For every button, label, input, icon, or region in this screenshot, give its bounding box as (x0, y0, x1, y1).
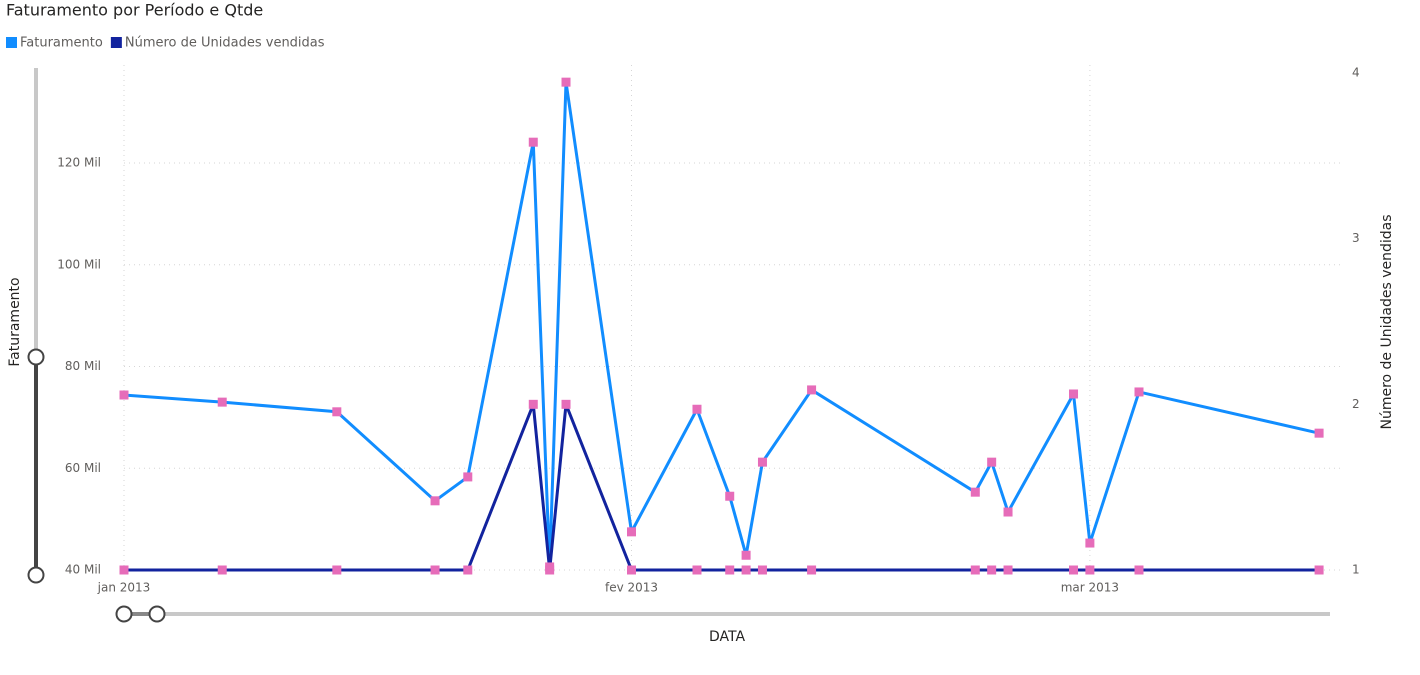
point-marker (725, 565, 735, 575)
point-marker (757, 457, 767, 467)
y-tick-label: 40 Mil (65, 563, 101, 577)
slider-handle[interactable] (27, 566, 45, 584)
point-marker (1134, 565, 1144, 575)
y-tick-label: 120 Mil (57, 156, 101, 170)
point-marker (463, 472, 473, 482)
point-marker (627, 565, 636, 575)
point-marker (1085, 538, 1095, 548)
point-marker (692, 565, 702, 575)
y2-tick-label: 4 (1352, 66, 1360, 80)
y-tick-label: 80 Mil (65, 359, 101, 373)
point-marker (741, 550, 751, 560)
x-axis-title: DATA (709, 629, 745, 645)
point-marker (970, 565, 980, 575)
y2-axis-title: Número de Unidades vendidas (1379, 214, 1395, 429)
slider-handle[interactable] (115, 605, 133, 623)
point-marker (463, 565, 473, 575)
y2-tick-label: 1 (1352, 563, 1360, 577)
series-line (124, 402, 1320, 572)
y-slider[interactable] (27, 68, 45, 584)
x-tick-label: jan 2013 (97, 581, 151, 595)
point-marker (1069, 565, 1079, 575)
legend-swatch (110, 37, 122, 48)
slider-handle[interactable] (27, 348, 45, 366)
point-marker (970, 487, 980, 497)
point-marker (217, 397, 227, 407)
point-marker (119, 390, 129, 400)
point-marker (1134, 387, 1144, 397)
x-tick-label: fev 2013 (605, 581, 658, 595)
point-marker (1003, 507, 1013, 517)
legend-swatch (6, 37, 17, 48)
point-marker (692, 404, 702, 414)
point-marker (217, 565, 227, 575)
point-marker (987, 565, 997, 575)
y2-tick-label: 2 (1352, 397, 1360, 411)
point-marker (545, 565, 555, 575)
y-tick-label: 100 Mil (57, 257, 101, 271)
y-tick-label: 60 Mil (65, 461, 101, 475)
point-marker (627, 527, 636, 537)
series-line (123, 80, 1320, 569)
legend-label: Faturamento (20, 36, 103, 51)
point-marker (741, 565, 751, 575)
point-marker (528, 399, 538, 409)
x-slider[interactable] (115, 605, 1331, 623)
point-marker (561, 399, 571, 409)
point-marker (807, 565, 817, 575)
point-marker (725, 491, 735, 501)
point-marker (119, 565, 129, 575)
point-marker (430, 496, 440, 506)
slider-handle[interactable] (148, 605, 166, 623)
point-marker (561, 77, 571, 87)
legend-label: Número de Unidades vendidas (125, 36, 325, 51)
x-tick-label: mar 2013 (1061, 581, 1119, 595)
point-marker (1069, 389, 1079, 399)
point-marker (332, 565, 342, 575)
chart-title: Faturamento por Período e Qtde (6, 1, 263, 20)
point-marker (528, 137, 538, 147)
point-marker (1314, 428, 1324, 438)
point-marker (1003, 565, 1013, 575)
point-marker (807, 385, 817, 395)
point-marker (1085, 565, 1095, 575)
point-marker (430, 565, 440, 575)
y-axis-title: Faturamento (7, 277, 23, 366)
point-marker (757, 565, 767, 575)
y2-tick-label: 3 (1352, 231, 1360, 245)
point-marker (987, 457, 997, 467)
point-marker (1314, 565, 1324, 575)
point-marker (332, 407, 342, 417)
